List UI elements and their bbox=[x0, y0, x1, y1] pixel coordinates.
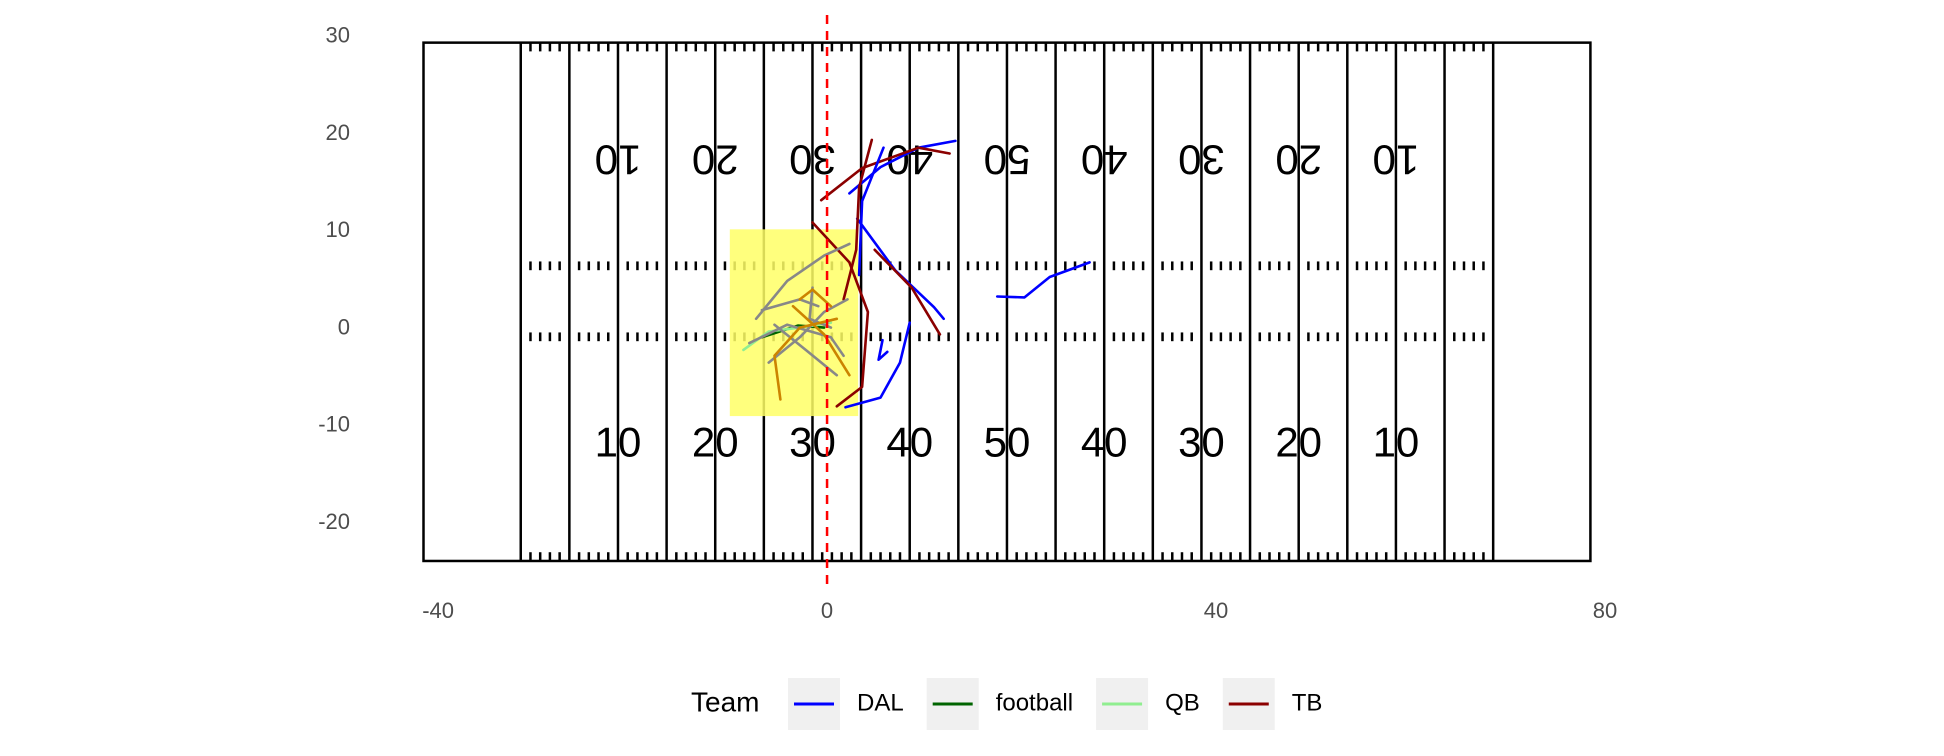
y-tick-label: -10 bbox=[318, 412, 350, 437]
yard-number: 30 bbox=[1178, 418, 1225, 465]
yard-number: 10 bbox=[595, 418, 642, 465]
track bbox=[773, 323, 839, 377]
track bbox=[791, 304, 851, 377]
yard-number: 10 bbox=[1373, 418, 1420, 465]
track bbox=[995, 261, 1091, 299]
yard-number: 10 bbox=[1373, 136, 1420, 183]
track bbox=[848, 139, 957, 195]
track bbox=[798, 288, 833, 308]
yard-number: 20 bbox=[1275, 418, 1322, 465]
x-tick-label: 80 bbox=[1593, 598, 1617, 623]
y-tick-label: 10 bbox=[326, 217, 350, 242]
y-tick-label: 0 bbox=[338, 314, 350, 339]
yard-number: 30 bbox=[1178, 136, 1225, 183]
yard-number: 30 bbox=[789, 418, 836, 465]
track bbox=[754, 242, 851, 321]
legend-label: football bbox=[996, 689, 1073, 716]
y-tick-label: 20 bbox=[326, 120, 350, 145]
yard-number: 20 bbox=[1275, 136, 1322, 183]
track bbox=[857, 146, 885, 277]
yard-number: 50 bbox=[984, 136, 1031, 183]
track bbox=[844, 321, 911, 409]
track bbox=[873, 248, 942, 336]
yard-number: 20 bbox=[692, 418, 739, 465]
yard-number: 50 bbox=[984, 418, 1031, 465]
yard-number: 20 bbox=[692, 136, 739, 183]
yard-number: 40 bbox=[1081, 136, 1128, 183]
x-tick-label: 0 bbox=[821, 598, 833, 623]
yard-number: 10 bbox=[595, 136, 642, 183]
legend-label: TB bbox=[1292, 689, 1323, 716]
track bbox=[748, 323, 845, 358]
legend-title: Team bbox=[691, 686, 759, 717]
highlight-box bbox=[729, 229, 859, 417]
x-tick-label: 40 bbox=[1204, 598, 1228, 623]
yard-number: 30 bbox=[789, 136, 836, 183]
y-tick-label: 30 bbox=[326, 23, 350, 48]
track bbox=[842, 138, 874, 301]
track bbox=[819, 146, 951, 202]
x-tick-label: -40 bbox=[422, 598, 454, 623]
track bbox=[855, 217, 945, 321]
y-tick-label: -20 bbox=[318, 509, 350, 534]
track bbox=[808, 286, 833, 329]
yard-number: 40 bbox=[1081, 418, 1128, 465]
track bbox=[877, 338, 889, 361]
track bbox=[773, 317, 839, 401]
yard-number: 40 bbox=[886, 418, 933, 465]
legend-label: QB bbox=[1165, 689, 1200, 716]
legend-label: DAL bbox=[857, 689, 904, 716]
